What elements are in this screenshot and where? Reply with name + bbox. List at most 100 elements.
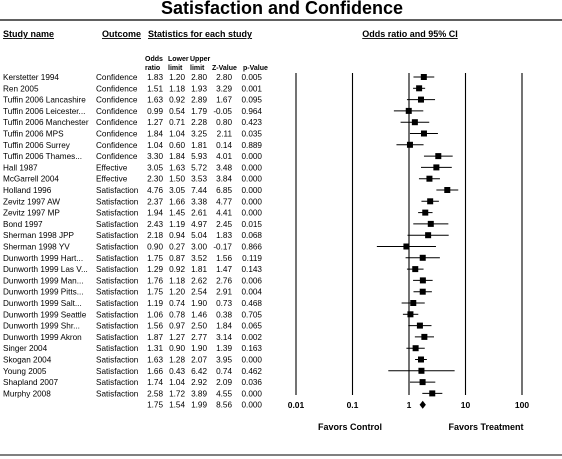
p-value: 0.000	[242, 209, 263, 218]
odds-ratio: 2.58	[147, 389, 163, 398]
outcome: Satisfaction	[96, 288, 139, 297]
odds-ratio-marker	[419, 379, 426, 386]
upper-limit: 2.62	[191, 276, 207, 285]
upper-limit: 6.42	[191, 367, 207, 376]
study-name: Dunworth 1999 Las V...	[3, 265, 88, 274]
odds-ratio: 1.66	[147, 367, 163, 376]
z-value: 1.39	[216, 344, 232, 353]
table-row: Zevitz 1997 AW Satisfaction 2.37 1.66 3.38 4.…	[3, 197, 262, 206]
z-value: 3.14	[216, 333, 232, 342]
p-value: 0.119	[242, 254, 262, 263]
summary-odds-ratio: 1.75	[147, 401, 163, 410]
table-row: Dunworth 1999 Hart... Satisfaction 1.75 0.8…	[3, 254, 262, 263]
p-value: 0.889	[242, 141, 263, 150]
study-table: Kerstetter 1994 Confidence 1.83 1.20 2.80 2.8…	[3, 73, 262, 410]
lower-limit: 0.43	[169, 367, 185, 376]
plot-area: 0.01 0.1 1 10 100	[288, 73, 529, 410]
table-row: Murphy 2008 Satisfaction 2.58 1.72 3.89 4.55 0…	[3, 389, 262, 398]
lower-limit: 0.92	[169, 96, 185, 105]
upper-limit: 2.89	[191, 96, 207, 105]
odds-ratio-marker	[427, 220, 434, 227]
odds-ratio-marker	[433, 164, 440, 171]
odds-ratio: 0.90	[147, 243, 163, 252]
odds-ratio-marker	[418, 367, 425, 374]
odds-ratio-marker	[416, 322, 423, 329]
col-upper-header-line1: Upper	[190, 56, 211, 63]
table-row: McGarrell 2004 Effective 2.30 1.50 3.53 3.84 0…	[3, 175, 262, 184]
outcome: Confidence	[96, 130, 138, 139]
x-tick-label: 1	[407, 400, 412, 410]
odds-ratio-marker	[420, 130, 427, 137]
z-value: 2.80	[216, 73, 232, 82]
odds-ratio: 1.83	[147, 73, 163, 82]
lower-limit: 1.45	[169, 209, 185, 218]
study-name: Tuffin 2006 Leicester...	[3, 107, 85, 116]
odds-ratio-marker	[426, 175, 433, 182]
table-row: Tuffin 2006 Manchester Confidence 1.27 0.71…	[3, 118, 262, 127]
table-row: Tuffin 2006 Lancashire Confidence 1.63 0.92…	[3, 96, 262, 105]
p-value: 0.000	[242, 197, 263, 206]
study-name: Tuffin 2006 Thames...	[3, 152, 82, 161]
odds-ratio-marker	[405, 107, 412, 114]
odds-ratio-marker	[417, 356, 424, 363]
study-name: Dunworth 1999 Akron	[3, 333, 82, 342]
odds-ratio-marker	[403, 243, 410, 250]
lower-limit: 0.60	[169, 141, 185, 150]
study-name: Kerstetter 1994	[3, 73, 59, 82]
odds-ratio: 1.06	[147, 310, 163, 319]
table-row: Dunworth 1999 Akron Satisfaction 1.87 1.27 2…	[3, 333, 262, 342]
lower-limit: 1.18	[169, 276, 185, 285]
study-name: Zevitz 1997 AW	[3, 197, 60, 206]
z-value: 1.56	[216, 254, 232, 263]
odds-ratio-marker	[425, 232, 432, 239]
study-name: Shapland 2007	[3, 378, 59, 387]
z-value: 2.91	[216, 288, 232, 297]
odds-ratio-marker	[412, 266, 419, 273]
odds-ratio: 1.29	[147, 265, 163, 274]
header-outcome: Outcome	[102, 29, 141, 39]
x-tick-label: 0.1	[347, 400, 359, 410]
upper-limit: 2.50	[191, 322, 207, 331]
z-value: 0.14	[216, 141, 232, 150]
favors-treatment-label: Favors Treatment	[448, 422, 523, 432]
p-value: 0.000	[242, 175, 263, 184]
p-value: 0.000	[242, 186, 263, 195]
p-value: 0.866	[242, 243, 263, 252]
lower-limit: 0.71	[169, 118, 185, 127]
odds-ratio-marker	[419, 254, 426, 261]
odds-ratio: 3.30	[147, 152, 163, 161]
lower-limit: 0.92	[169, 265, 185, 274]
outcome: Satisfaction	[96, 243, 139, 252]
odds-ratio: 2.30	[147, 175, 163, 184]
study-name: Sherman 1998 YV	[3, 243, 70, 252]
study-name: Dunworth 1999 Seattle	[3, 310, 87, 319]
outcome: Satisfaction	[96, 220, 139, 229]
outcome: Satisfaction	[96, 310, 139, 319]
upper-limit: 5.04	[191, 231, 207, 240]
study-name: Young 2005	[3, 367, 47, 376]
table-row: Tuffin 2006 Surrey Confidence 1.04 0.60 1.81…	[3, 141, 262, 150]
summary-p-value: 0.000	[242, 401, 263, 410]
col-lower-header-line2: limit	[168, 65, 183, 72]
table-row: Dunworth 1999 Pitts... Satisfaction 1.75 1.…	[3, 288, 262, 297]
z-value: 0.38	[216, 310, 232, 319]
study-name: Dunworth 1999 Man...	[3, 276, 84, 285]
upper-limit: 3.89	[191, 389, 207, 398]
p-value: 0.468	[242, 299, 263, 308]
lower-limit: 1.84	[169, 152, 185, 161]
p-value: 0.000	[242, 356, 263, 365]
odds-ratio: 1.51	[147, 84, 163, 93]
lower-limit: 0.54	[169, 107, 185, 116]
study-name: Dunworth 1999 Pitts...	[3, 288, 84, 297]
odds-ratio-marker	[420, 74, 427, 80]
p-value: 0.143	[242, 265, 263, 274]
lower-limit: 1.18	[169, 84, 185, 93]
p-value: 0.001	[242, 84, 263, 93]
z-value: 4.01	[216, 152, 232, 161]
z-value: 4.55	[216, 389, 232, 398]
p-value: 0.423	[242, 118, 263, 127]
summary-upper-limit: 1.99	[191, 401, 207, 410]
col-or-header-line2: ratio	[145, 65, 160, 72]
table-row: Bond 1997 Satisfaction 2.43 1.19 4.97 2.45 0.0…	[3, 220, 262, 229]
odds-ratio-marker	[422, 209, 429, 216]
